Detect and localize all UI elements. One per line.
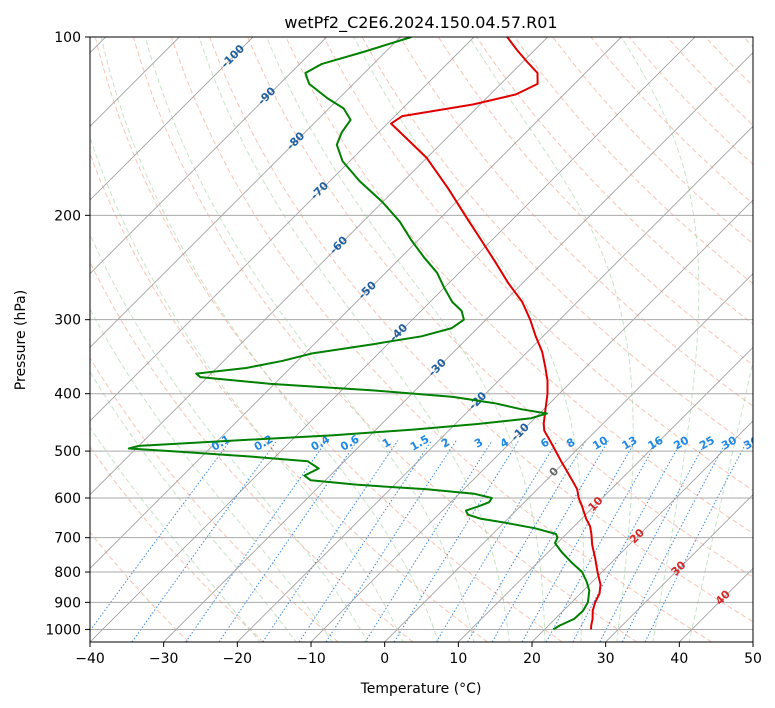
dry-adiabat: [132, 37, 638, 642]
moist-adiabat: [198, 37, 510, 642]
x-tick-label: 40: [670, 651, 688, 667]
mixing-ratio-line: [435, 440, 558, 642]
y-tick-label: 800: [54, 565, 81, 581]
y-tick-label: 100: [54, 30, 81, 46]
x-tick-label: 30: [597, 651, 615, 667]
y-tick-label: 400: [54, 387, 81, 403]
x-axis-title: Temperature (°C): [360, 681, 482, 697]
moist-adiabat: [90, 232, 369, 642]
dry-adiabat: [90, 356, 339, 642]
chart-title: wetPf2_C2E6.2024.150.04.57.R01: [284, 13, 557, 33]
isotherm: [458, 346, 753, 642]
y-tick-label: 200: [54, 208, 81, 224]
dry-adiabat: [90, 260, 414, 642]
mixing-ratio-line: [467, 440, 587, 642]
moist-adiabat: [620, 37, 700, 642]
isotherm: [237, 125, 753, 642]
profile-series: [127, 37, 602, 631]
mixing-ratio-line: [262, 440, 399, 642]
y-axis: 100 200 300 400 500 600 700 800 900 1000: [45, 30, 90, 638]
x-tick-label: −30: [149, 651, 179, 667]
dry-adiabat: [590, 37, 753, 205]
mixing-ratio-line: [491, 440, 609, 642]
moist-adiabat: [90, 308, 333, 642]
mixing-ratio-line: [621, 440, 728, 642]
dry-adiabat: [323, 37, 753, 491]
mixing-ratio-line: [599, 440, 707, 642]
x-tick-label: 50: [744, 651, 762, 667]
isotherm: [384, 273, 753, 642]
mixing-ratio-line: [325, 440, 457, 642]
isotherm: [90, 37, 622, 569]
x-tick-label: −40: [75, 651, 105, 667]
isotherm: [163, 52, 753, 642]
background-lines: [90, 37, 753, 642]
y-tick-label: 700: [54, 531, 81, 547]
x-tick-label: −10: [296, 651, 326, 667]
y-tick-label: 1000: [45, 622, 81, 638]
plot-frame: [89, 36, 754, 643]
isotherm: [90, 37, 475, 422]
mixing-ratio-line: [185, 440, 328, 642]
x-tick-label: −20: [223, 651, 253, 667]
x-tick-label: 0: [380, 651, 389, 667]
isotherm: [90, 37, 254, 201]
mixing-ratio-line: [364, 440, 493, 642]
moist-adiabat: [90, 135, 404, 642]
isotherm: [90, 37, 327, 275]
y-tick-label: 900: [54, 595, 81, 611]
x-axis: −40 −30 −20 −10 0 10 20 30 40 50: [75, 642, 762, 667]
mixing-ratio-line: [572, 440, 683, 642]
moist-adiabat: [688, 358, 753, 642]
dry-adiabat: [552, 37, 753, 245]
dry-adiabat: [171, 37, 712, 642]
moist-adiabat: [469, 37, 634, 642]
mixing-ratio-line: [298, 440, 432, 642]
y-tick-label: 600: [54, 491, 81, 507]
mixing-ratio-label: 36: [741, 433, 761, 452]
isotherm: [90, 37, 401, 348]
dry-adiabat: [437, 37, 753, 366]
y-tick-label: 500: [54, 444, 81, 460]
isotherm: [531, 420, 753, 642]
y-axis-title: Pressure (hPa): [13, 290, 29, 390]
moist-adiabat: [100, 37, 440, 642]
mixing-ratio-line: [218, 440, 358, 642]
dry-adiabat: [90, 531, 190, 642]
moist-adiabat: [353, 37, 584, 642]
moist-adiabat: [266, 37, 546, 642]
dewpoint-line: [127, 37, 591, 631]
x-tick-label: 20: [523, 651, 541, 667]
dry-adiabat: [399, 37, 753, 407]
moist-adiabat: [90, 426, 261, 642]
isotherm: [90, 37, 548, 496]
dry-adiabat: [476, 37, 753, 325]
x-tick-label: 10: [449, 651, 467, 667]
isotherm: [310, 199, 753, 642]
y-tick-label: 300: [54, 313, 81, 329]
dry-adiabat: [94, 37, 563, 642]
isotherm: [605, 494, 753, 642]
isotherm: [90, 37, 696, 642]
